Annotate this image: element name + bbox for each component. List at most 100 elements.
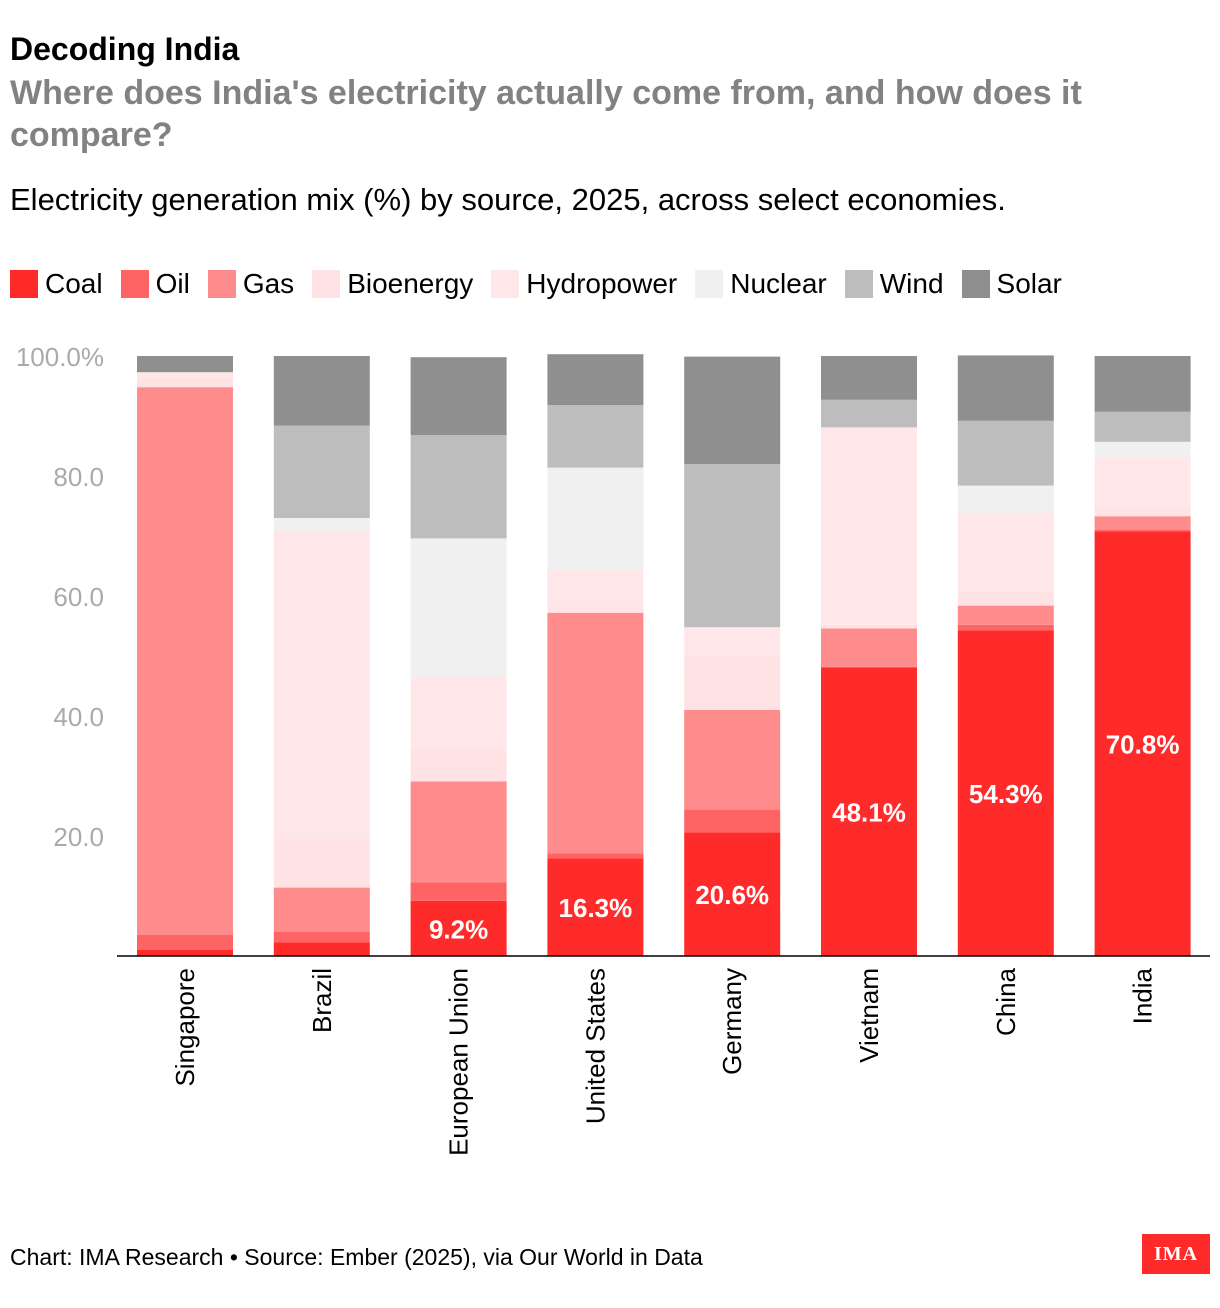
legend-label: Bioenergy [347,268,474,299]
bar-segment-bioenergy [547,606,644,613]
legend-item-gas: Gas [207,268,295,300]
bar-segment-hydropower [821,427,917,625]
x-category-label: European Union [444,968,474,1156]
bar-segment-bioenergy [137,377,233,388]
bar-segment-gas [410,781,507,883]
x-category-label: Singapore [170,968,200,1087]
bar-segment-hydropower [684,627,781,657]
bar-segment-bioenergy [1094,507,1191,517]
legend-label: Hydropower [526,268,678,299]
bar-segment-wind [547,405,644,468]
legend-swatch [961,270,990,298]
stacked-bar-chart: 20.0 40.0 60.0 80.0 100.0% Singapore Brazil 9.2… [16,342,1210,1156]
source-footer: Chart: IMA Research • Source: Ember (202… [10,1244,703,1270]
data-label: 70.8% [1106,730,1180,760]
y-tick-label: 100.0% [16,342,104,372]
bar-segment-coal [684,832,781,956]
bar-segment-wind [273,425,370,518]
bar-segment-nuclear [957,485,1054,513]
bar-segment-solar [410,357,507,436]
header: Decoding India Where does India's electr… [10,30,1200,156]
bar-segment-oil [547,853,644,859]
legend-swatch [491,270,520,298]
legend-label: Oil [155,268,190,299]
bar-segment-hydropower [273,530,370,839]
bar-segment-bioenergy [684,656,781,710]
bar-segment-oil [273,932,370,943]
bar-segment-oil [957,624,1054,631]
bar-segment-gas [821,628,917,667]
x-category-label: China [991,967,1021,1035]
bar-segment-solar [273,356,370,426]
legend-item-wind: Wind [844,268,944,300]
bar-segment-coal [957,630,1054,956]
bar-segment-oil [1094,530,1191,532]
bar-segment-solar [821,356,917,400]
y-tick-label: 60.0 [53,582,104,612]
bar-segment-nuclear [410,538,507,677]
y-tick-label: 80.0 [53,462,104,492]
bar-segment-coal [137,950,233,956]
bar-segment-solar [547,354,644,406]
bar-segment-wind [957,420,1054,486]
bar-segment-oil [410,882,507,901]
bar-segment-coal [273,942,370,956]
bar-segment-hydropower [410,676,507,749]
bar-segment-oil [821,666,917,668]
bar-segment-hydropower [137,372,233,378]
legend-item-coal: Coal [10,268,103,300]
data-label: 9.2% [429,914,488,944]
bar-segment-nuclear [547,467,644,571]
bar-segment-solar [1094,356,1191,412]
x-category-label: Vietnam [854,968,884,1063]
bar-segment-hydropower [957,512,1054,592]
legend-label: Nuclear [730,268,827,299]
bar-segment-gas [1094,516,1191,530]
legend-item-solar: Solar [961,268,1062,300]
bar-segment-bioenergy [957,591,1054,606]
y-tick-label: 20.0 [53,822,104,852]
legend-label: Wind [879,268,944,299]
y-tick-label: 40.0 [53,702,104,732]
x-category-label: Germany [717,968,747,1075]
legend: Coal Oil Gas Bioenergy Hydropower Nuclear Wind… [10,268,1080,300]
bar-segment-gas [957,605,1054,625]
bar-segment-solar [957,355,1054,421]
legend-label: Gas [242,268,295,299]
legend-swatch [312,270,341,298]
legend-item-bioenergy: Bioenergy [312,268,473,300]
legend-swatch [120,270,149,298]
bar-segment-wind [821,399,917,428]
bar-segment-nuclear [273,518,370,531]
x-category-label: Brazil [307,968,337,1033]
data-label: 54.3% [969,779,1043,809]
legend-swatch [844,270,873,298]
kicker: Decoding India [10,31,240,67]
bar-segment-coal [821,667,917,956]
bar-segment-hydropower [1094,457,1191,508]
bar-segment-oil [684,809,781,833]
chart-title: Where does India's electricity actually … [10,74,1082,154]
bar-segment-gas [547,612,644,854]
legend-swatch [10,270,38,298]
data-label: 48.1% [832,798,906,828]
data-label: 16.3% [559,893,633,923]
legend-swatch [695,270,724,298]
bar-segment-coal [1094,531,1191,956]
legend-label: Coal [45,268,103,299]
bar-segment-bioenergy [821,624,917,629]
legend-item-oil: Oil [120,268,190,300]
chart-subtitle: Electricity generation mix (%) by source… [10,182,1006,217]
bar-segment-gas [137,387,233,935]
bar-segment-coal [410,900,507,956]
bar-segment-coal [547,858,644,956]
bar-segment-gas [684,710,781,810]
bar-segment-solar [684,356,781,464]
legend-item-nuclear: Nuclear [695,268,827,300]
bar-segment-nuclear [1094,441,1191,458]
x-category-label: United States [580,968,610,1124]
bar-segment-wind [410,435,507,539]
bar-segment-wind [684,464,781,628]
ima-logo: IMA [1142,1234,1210,1274]
legend-item-hydropower: Hydropower [491,268,677,300]
